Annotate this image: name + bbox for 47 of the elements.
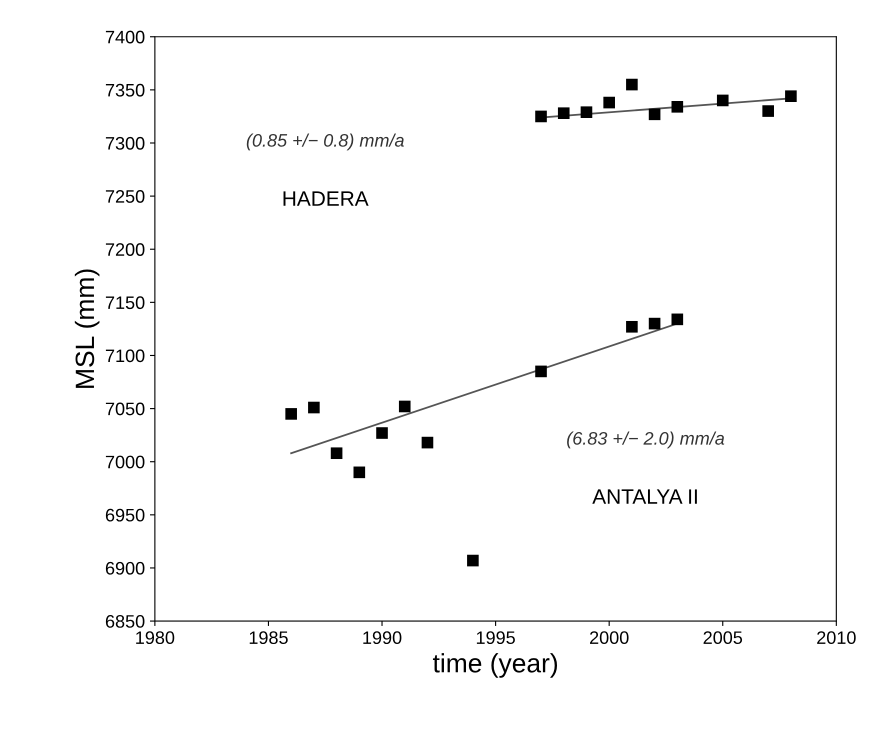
point bbox=[716, 94, 729, 106]
point bbox=[648, 108, 660, 120]
point bbox=[762, 105, 774, 117]
point bbox=[422, 436, 434, 448]
annotation: (0.85 +/− 0.8) mm/a bbox=[246, 134, 404, 150]
x-tick-label: 2010 bbox=[817, 631, 856, 644]
y-axis-title: MSL (mm) bbox=[74, 269, 100, 388]
point bbox=[376, 427, 388, 439]
x-tick-label: 1985 bbox=[250, 631, 288, 644]
point bbox=[603, 96, 615, 108]
point bbox=[626, 78, 638, 90]
y-tick-label: 6850 bbox=[106, 615, 144, 628]
y-tick-label: 7050 bbox=[106, 402, 144, 416]
annotation: HADERA bbox=[284, 191, 369, 206]
point bbox=[535, 366, 547, 378]
point bbox=[467, 554, 479, 566]
y-tick-label: 7250 bbox=[106, 190, 144, 203]
annotation: (6.83 +/− 2.0) mm/a bbox=[567, 432, 724, 448]
y-tick-label: 7100 bbox=[106, 349, 144, 362]
point bbox=[398, 400, 411, 412]
point bbox=[580, 106, 592, 118]
y-tick-label: 7000 bbox=[106, 456, 144, 468]
point bbox=[648, 318, 660, 330]
y-tick-label: 7350 bbox=[106, 84, 144, 97]
y-tick-label: 7400 bbox=[106, 30, 144, 44]
x-axis-title: time (year) bbox=[432, 653, 558, 678]
point bbox=[535, 110, 547, 122]
x-tick-label: 1980 bbox=[136, 631, 174, 644]
y-tick-label: 7200 bbox=[106, 243, 144, 256]
annotation: ANTALYA II bbox=[592, 489, 697, 504]
y-tick-label: 7150 bbox=[106, 296, 144, 310]
point bbox=[626, 320, 638, 333]
y-tick-label: 7300 bbox=[106, 136, 144, 150]
point bbox=[785, 90, 797, 102]
x-tick-label: 1990 bbox=[363, 631, 402, 644]
x-tick-label: 2005 bbox=[704, 631, 742, 644]
point bbox=[330, 447, 342, 460]
point bbox=[308, 402, 320, 414]
x-tick-label: 1995 bbox=[476, 631, 515, 644]
y-tick-label: 6950 bbox=[106, 508, 144, 522]
y-tick-label: 6900 bbox=[106, 562, 144, 575]
x-tick-label: 2000 bbox=[590, 631, 629, 644]
point bbox=[672, 101, 684, 113]
point bbox=[354, 466, 366, 478]
point bbox=[558, 107, 570, 120]
point bbox=[672, 314, 684, 326]
point bbox=[285, 408, 297, 420]
